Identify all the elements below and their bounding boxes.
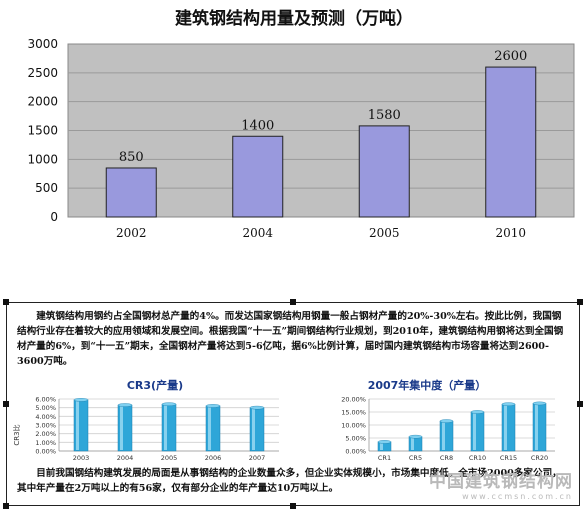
x-axis-tick-labels: 2002 2004 2005 2010 (116, 226, 526, 240)
bar-top (117, 403, 133, 407)
bar-top (501, 402, 516, 407)
main-bar-chart: 建筑钢结构用量及预测（万吨） 050010001500200025003000 … (27, 8, 575, 240)
data-label: 1400 (241, 118, 274, 133)
bar-top (377, 440, 392, 444)
x-tick-label: 2004 (242, 226, 273, 240)
y-tick-label: 2.00% (35, 430, 56, 438)
x-tick-label: 2010 (495, 226, 526, 240)
y-tick-label: 6.00% (35, 396, 56, 404)
y-tick-label: 3000 (27, 37, 58, 51)
cr3-bars (73, 398, 265, 452)
x-tick-label: 2004 (117, 454, 134, 462)
bar-highlight (164, 405, 167, 450)
bar (470, 411, 485, 452)
bar (485, 66, 537, 218)
data-label: 1580 (368, 108, 401, 123)
bars (105, 66, 537, 218)
concentration-x-tick-labels: CR1 CR5 CR8 CR10 CR15 CR20 (378, 454, 548, 462)
x-tick-label: 2005 (161, 454, 178, 462)
y-tick-label: 4.00% (35, 413, 56, 421)
y-tick-label: 20.00% (341, 396, 366, 404)
bar-top (408, 434, 423, 439)
watermark: 中国建筑钢结构网 www.ccmsn.com.cn (429, 467, 573, 501)
document-frame[interactable]: 建筑钢结构用钢约占全国钢材总产量的4%。而发达国家钢结构用钢量一般占钢材产量的2… (3, 299, 583, 509)
x-tick-label: 2007 (249, 454, 266, 462)
bar-highlight (411, 437, 414, 450)
bar (358, 125, 410, 218)
resize-handle[interactable] (3, 401, 9, 407)
bar (232, 135, 284, 218)
cr3-x-tick-labels: 2003 2004 2005 2006 2007 (73, 454, 266, 462)
y-tick-label: 2500 (27, 66, 58, 80)
concentration-chart-title: 2007年集中度（产量） (368, 378, 487, 392)
watermark-url: www.ccmsn.com.cn (462, 492, 573, 501)
resize-handle[interactable] (577, 401, 583, 407)
bar-highlight (76, 400, 79, 450)
y-axis-tick-labels: 0 500 1000 1500 2000 2500 3000 (27, 37, 58, 224)
y-tick-label: 500 (35, 181, 58, 195)
bar-highlight (535, 404, 538, 450)
bar-highlight (380, 442, 383, 450)
concentration-y-tick-labels: 0.00% 5.00% 10.00% 15.00% 20.00% (341, 396, 366, 456)
y-tick-label: 2000 (27, 95, 58, 109)
data-label: 850 (119, 150, 144, 165)
paragraph-market: 目前我国钢结构建筑发展的局面是从事钢结构的企业数量众多，但企业实体规模小，市场集… (17, 468, 562, 494)
bar-top (249, 405, 265, 410)
cr3-chart-title: CR3(产量) (127, 378, 183, 392)
y-tick-label: 3.00% (35, 422, 56, 430)
bar (105, 167, 157, 218)
resize-handle[interactable] (3, 503, 9, 509)
y-tick-label: 10.00% (341, 422, 366, 430)
bar-top (205, 404, 221, 408)
bar-highlight (473, 413, 476, 450)
resize-handle[interactable] (290, 503, 296, 509)
x-tick-label: 2003 (73, 454, 90, 462)
paragraph-intro: 建筑钢结构用钢约占全国钢材总产量的4%。而发达国家钢结构用钢量一般占钢材产量的2… (17, 311, 564, 367)
y-tick-label: 15.00% (341, 409, 366, 417)
bar-highlight (252, 408, 255, 450)
y-tick-label: 0.00% (35, 448, 56, 456)
y-tick-label: 1500 (27, 124, 58, 138)
x-tick-label: CR20 (531, 454, 548, 462)
y-tick-label: 0.00% (345, 448, 366, 456)
resize-handle[interactable] (3, 299, 9, 305)
chart-title: 建筑钢结构用量及预测（万吨） (175, 8, 413, 29)
x-tick-label: CR5 (409, 454, 422, 462)
y-tick-label: 1.00% (35, 439, 56, 447)
bar-highlight (208, 406, 211, 450)
bar-top (73, 398, 89, 402)
bar-top (532, 401, 547, 406)
y-tick-label: 1000 (27, 152, 58, 166)
bar (408, 436, 423, 452)
x-tick-label: CR15 (500, 454, 517, 462)
y-tick-label: 0 (50, 210, 58, 224)
x-tick-label: 2002 (116, 226, 147, 240)
cr3-y-axis-label: CR3比 (12, 424, 21, 445)
cr3-y-tick-labels: 0.00%1.00%2.00%3.00%4.00%5.00%6.00% (35, 396, 56, 456)
bar (532, 403, 547, 452)
x-tick-label: 2006 (205, 454, 222, 462)
bar-highlight (120, 406, 123, 450)
mini-charts: CR3(产量) CR3比 0.00%1.00%2.00%3.00%4.00%5.… (12, 378, 555, 462)
data-labels: 850 1400 1580 2600 (119, 49, 527, 165)
x-tick-label: CR1 (378, 454, 391, 462)
resize-handle[interactable] (577, 299, 583, 305)
watermark-title: 中国建筑钢结构网 (429, 472, 573, 492)
x-tick-label: 2005 (369, 226, 400, 240)
bar (501, 403, 516, 452)
bar-highlight (442, 422, 445, 450)
bar-highlight (504, 405, 507, 450)
bar-top (161, 402, 177, 407)
bar (439, 420, 454, 452)
x-tick-label: CR8 (440, 454, 453, 462)
y-tick-label: 5.00% (35, 404, 56, 412)
y-tick-label: 5.00% (345, 435, 366, 443)
resize-handle[interactable] (290, 299, 296, 305)
concentration-bars (377, 401, 547, 452)
bar-top (439, 419, 454, 423)
concentration-gridlines (368, 398, 555, 452)
data-label: 2600 (494, 49, 527, 64)
x-tick-label: CR10 (469, 454, 486, 462)
bar-top (470, 410, 485, 414)
